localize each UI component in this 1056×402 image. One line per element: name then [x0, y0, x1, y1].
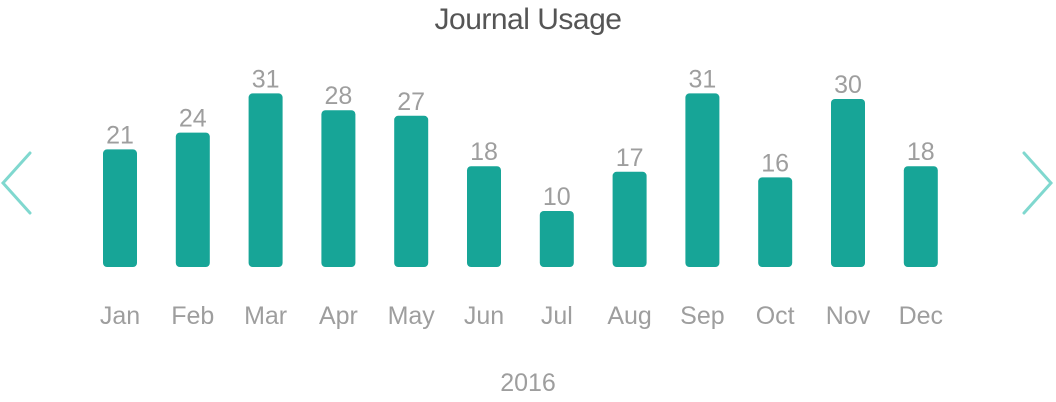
- data-label-nov: 30: [834, 71, 862, 99]
- bar-oct: [758, 177, 793, 267]
- bar-sep: [685, 93, 720, 268]
- bar-feb: [175, 132, 210, 267]
- data-label-aug: 17: [616, 144, 644, 172]
- bar-aug: [612, 171, 647, 267]
- chart-title: Journal Usage: [434, 3, 622, 36]
- x-tick-label-jul: Jul: [541, 302, 573, 330]
- bar-apr: [321, 110, 356, 267]
- x-tick-label-jan: Jan: [100, 302, 140, 330]
- data-label-apr: 28: [324, 82, 352, 110]
- x-tick-label-nov: Nov: [826, 302, 871, 330]
- x-tick-label-mar: Mar: [244, 302, 287, 330]
- data-label-dec: 18: [907, 138, 935, 166]
- next-button[interactable]: [1016, 150, 1056, 216]
- data-label-jun: 18: [470, 138, 498, 166]
- bar-jul: [539, 211, 574, 267]
- chevron-left-icon: [0, 151, 32, 215]
- bar-nov: [831, 99, 865, 267]
- data-label-oct: 16: [761, 149, 789, 177]
- x-tick-label-may: May: [388, 302, 436, 330]
- data-label-mar: 31: [252, 65, 280, 93]
- bar-jun: [467, 166, 501, 267]
- bar-mar: [248, 93, 283, 268]
- x-tick-label-oct: Oct: [756, 302, 795, 330]
- x-tick-label-feb: Feb: [171, 302, 214, 330]
- previous-button[interactable]: [0, 150, 40, 216]
- x-tick-label-aug: Aug: [607, 302, 651, 330]
- bar-dec: [903, 166, 938, 267]
- x-tick-label-sep: Sep: [680, 302, 724, 330]
- bar-jan: [103, 149, 137, 267]
- data-label-jan: 21: [106, 121, 134, 149]
- chevron-right-icon: [1022, 151, 1054, 215]
- data-label-sep: 31: [688, 65, 716, 93]
- x-axis-title: 2016: [500, 369, 556, 397]
- x-tick-label-dec: Dec: [899, 302, 943, 330]
- data-label-feb: 24: [179, 105, 207, 133]
- bar-may: [394, 115, 429, 267]
- bar-chart: 21 Jan 24 Feb 31 Mar 28 Apr 27 May 18 Jun 10 Jul 17 Aug…: [100, 65, 943, 330]
- data-label-jul: 10: [543, 183, 571, 211]
- x-tick-label-jun: Jun: [464, 302, 504, 330]
- x-tick-label-apr: Apr: [319, 302, 358, 330]
- data-label-may: 27: [397, 88, 425, 116]
